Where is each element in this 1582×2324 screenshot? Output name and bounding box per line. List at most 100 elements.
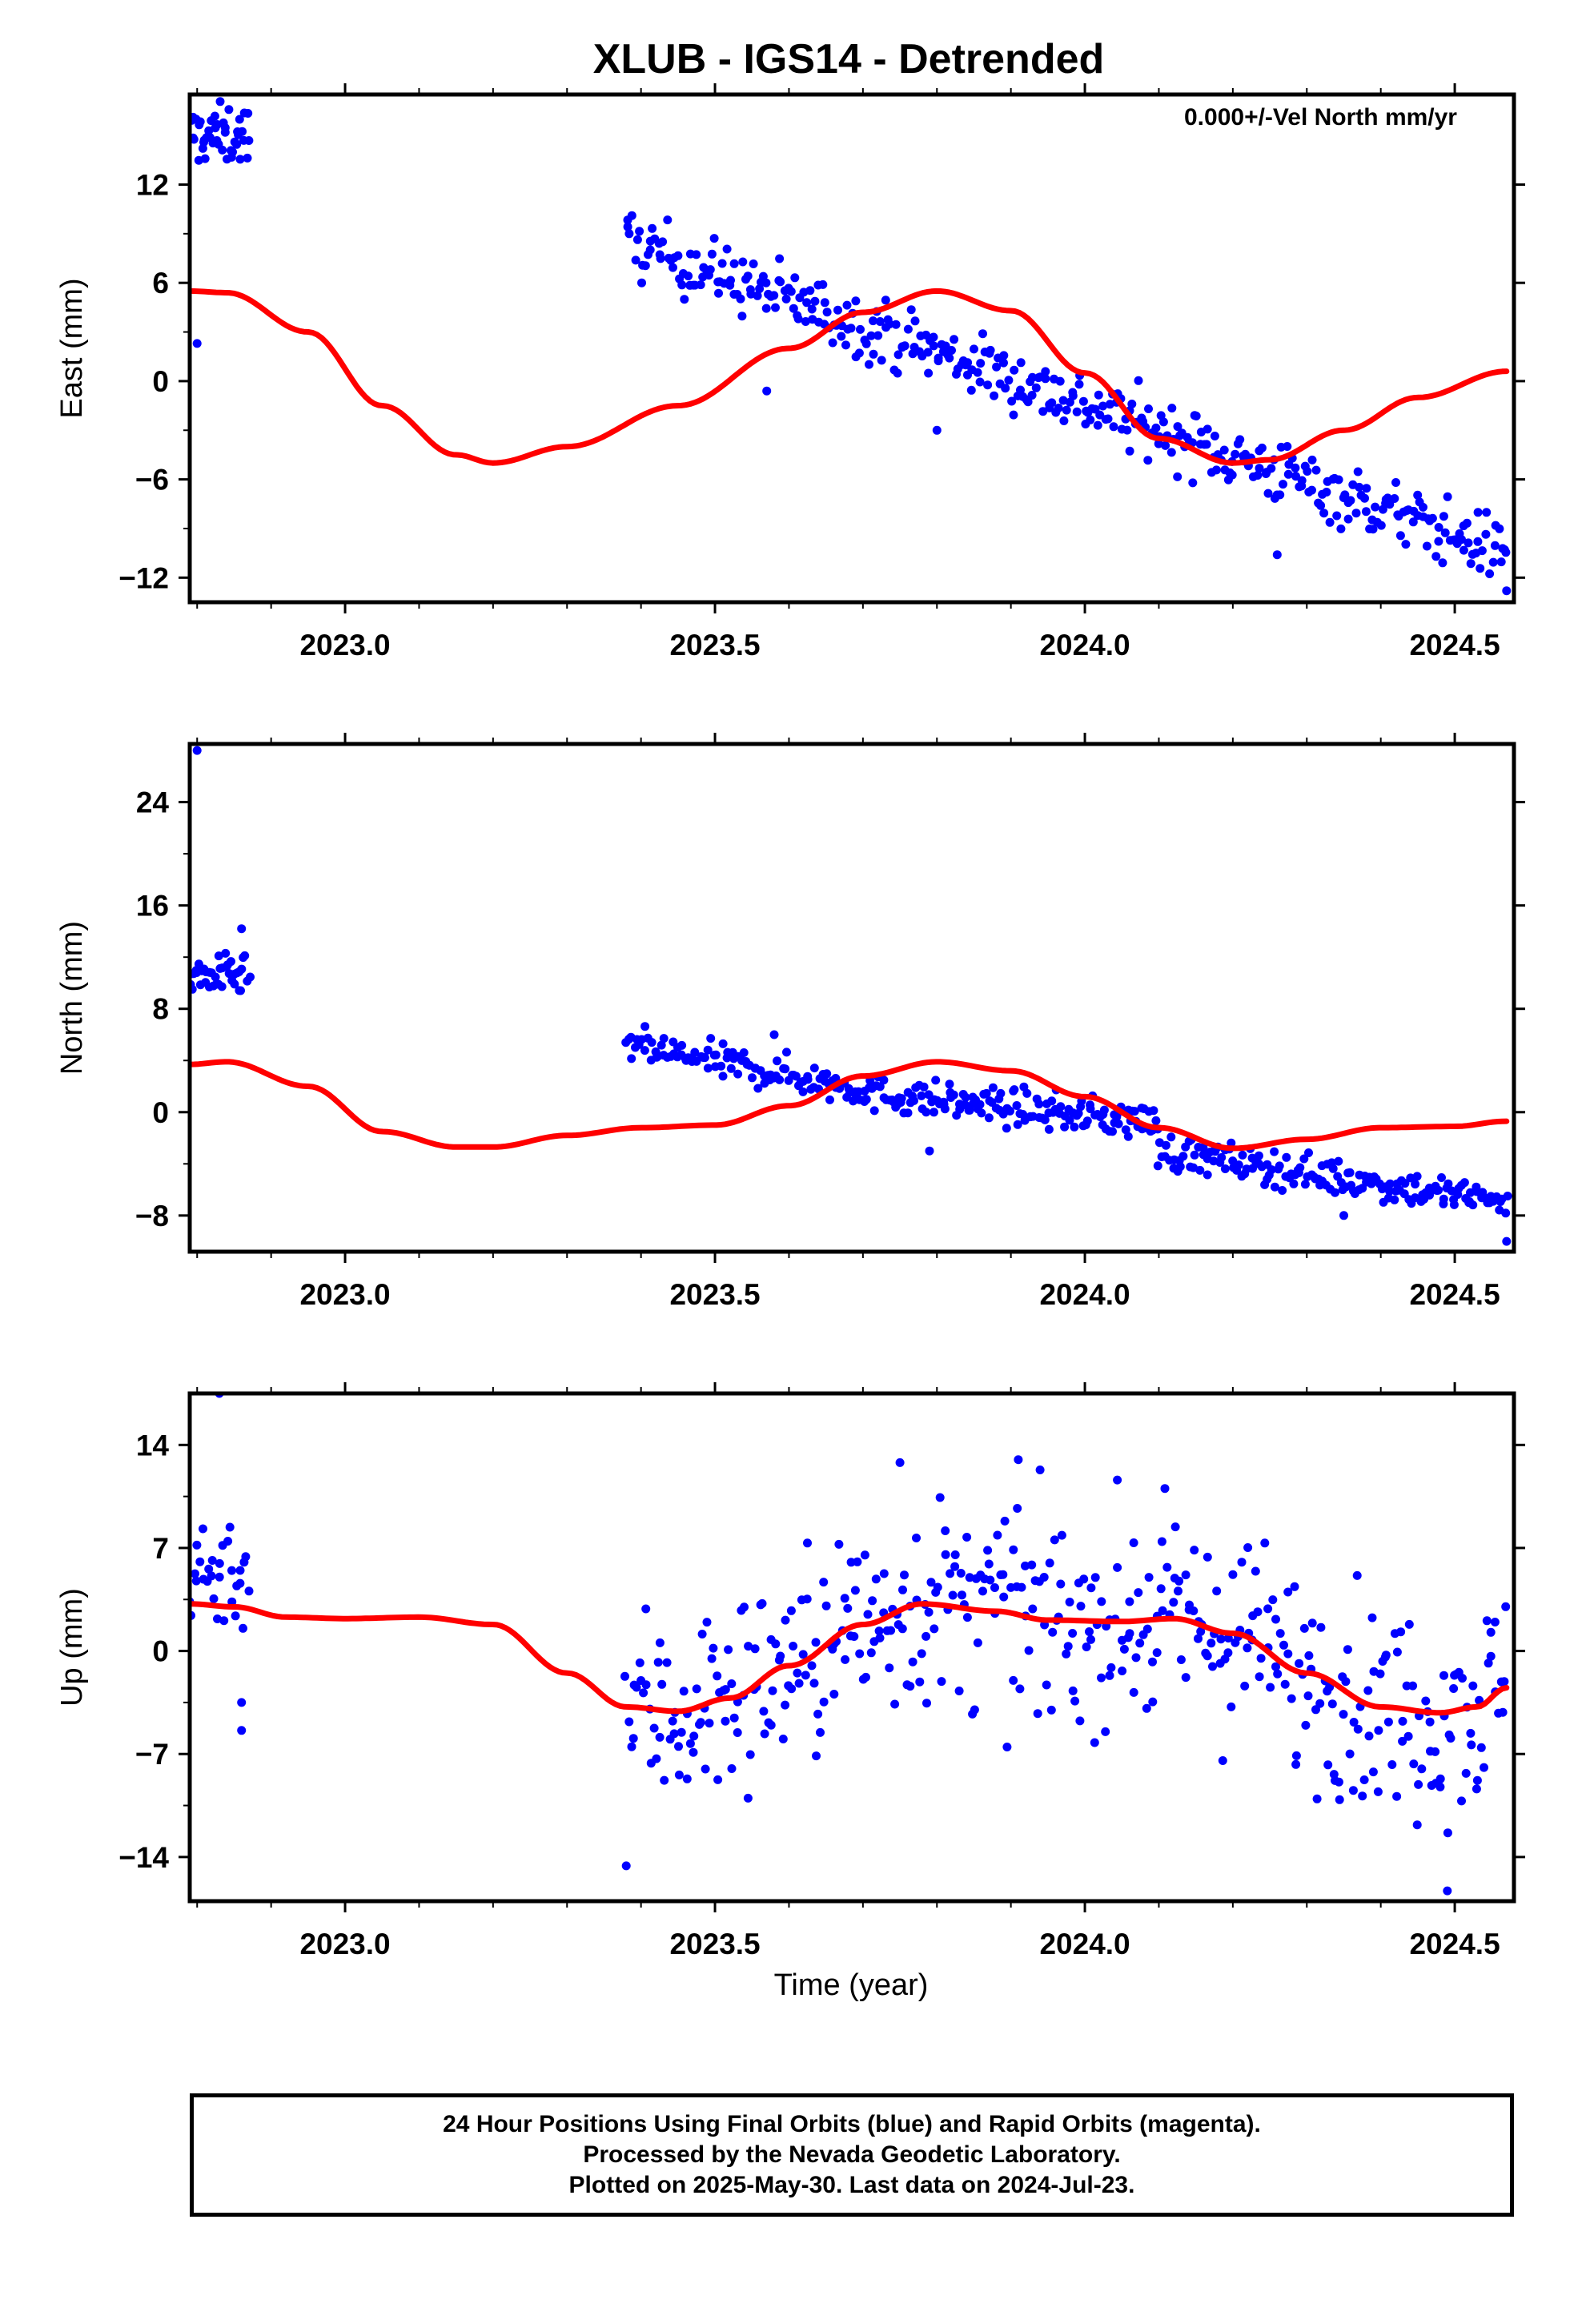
up-point: [235, 1578, 245, 1588]
north-point: [1121, 1125, 1130, 1135]
up-point: [1131, 1653, 1141, 1663]
east-point: [1154, 439, 1163, 448]
up-point: [1501, 1602, 1511, 1611]
north-xtick-label: 2024.5: [1409, 1278, 1500, 1311]
east-point: [1283, 442, 1292, 451]
up-point: [1181, 1673, 1191, 1683]
east-point: [235, 115, 244, 124]
north-frame: [187, 742, 1516, 1254]
north-data-points: [190, 746, 1512, 1246]
east-point: [1361, 507, 1371, 517]
east-ytick-label: 0: [152, 365, 169, 398]
east-point: [856, 324, 865, 334]
north-point: [1203, 1170, 1212, 1180]
east-point: [854, 348, 864, 358]
up-ytick-label: −14: [118, 1841, 169, 1874]
east-point: [891, 320, 901, 329]
up-point: [689, 1731, 699, 1741]
east-point: [1307, 455, 1317, 464]
east-point: [1353, 467, 1363, 476]
east-point: [1203, 424, 1212, 434]
up-point: [1291, 1759, 1301, 1769]
east-point: [1072, 407, 1082, 416]
up-point: [682, 1774, 692, 1783]
up-point: [1375, 1669, 1385, 1679]
east-point: [1360, 493, 1369, 503]
east-point: [846, 324, 856, 333]
north-point: [246, 972, 255, 982]
east-point: [738, 257, 748, 267]
east-point: [1093, 420, 1102, 430]
east-point: [1055, 376, 1065, 386]
east-point: [1062, 405, 1071, 415]
up-point: [1113, 1562, 1122, 1572]
east-point: [1068, 388, 1078, 397]
east-data-points: [190, 97, 1512, 596]
east-xtick-label: 2023.0: [299, 629, 390, 661]
up-point: [1253, 1607, 1263, 1617]
east-point: [966, 385, 976, 395]
east-point: [705, 265, 715, 275]
north-point: [822, 1069, 832, 1079]
north-point: [1334, 1156, 1343, 1166]
up-point: [1129, 1687, 1138, 1697]
up-point: [798, 1650, 808, 1659]
east-point: [1502, 586, 1512, 596]
east-point: [224, 105, 234, 115]
east-point: [1395, 531, 1405, 541]
up-point: [1383, 1717, 1393, 1727]
east-point: [818, 279, 828, 289]
east-point: [790, 273, 800, 283]
north-point: [1099, 1105, 1109, 1115]
east-point: [775, 254, 785, 263]
up-point: [1002, 1743, 1012, 1751]
up-point: [1304, 1651, 1314, 1660]
up-point: [850, 1586, 860, 1595]
up-point: [1435, 1782, 1445, 1791]
east-point: [910, 316, 920, 326]
east-point: [658, 237, 668, 247]
up-point: [1398, 1736, 1407, 1746]
north-point: [237, 924, 247, 934]
up-point: [875, 1633, 885, 1642]
east-point: [729, 259, 739, 268]
up-data-points: [190, 1393, 1511, 1896]
east-point: [1231, 449, 1240, 459]
up-point: [840, 1594, 849, 1603]
up-point: [1374, 1726, 1383, 1735]
north-point: [1006, 1106, 1014, 1116]
up-point: [692, 1684, 701, 1694]
up-point: [1287, 1694, 1296, 1703]
north-point: [753, 1084, 763, 1093]
up-point: [1500, 1677, 1509, 1687]
up-point: [1271, 1662, 1280, 1671]
east-point: [707, 249, 717, 259]
up-point: [231, 1611, 240, 1621]
up-ytick-label: −7: [135, 1738, 169, 1771]
north-point: [875, 1082, 885, 1092]
footer-line-1: 24 Hour Positions Using Final Orbits (bl…: [443, 2111, 1261, 2137]
north-point: [640, 1046, 649, 1055]
up-point: [702, 1618, 712, 1627]
up-point: [1417, 1764, 1427, 1774]
east-point: [645, 245, 655, 255]
up-point: [1097, 1673, 1106, 1683]
up-point: [685, 1739, 695, 1748]
up-point: [1203, 1552, 1212, 1562]
east-point: [900, 341, 909, 351]
up-point: [821, 1601, 831, 1610]
up-point: [868, 1596, 877, 1606]
up-point: [1490, 1618, 1500, 1626]
east-point: [1440, 528, 1450, 537]
up-point: [999, 1592, 1009, 1602]
up-point: [1148, 1697, 1158, 1707]
up-point: [816, 1727, 825, 1737]
north-point: [656, 1040, 666, 1050]
north-point: [1190, 1150, 1199, 1160]
north-point: [236, 986, 245, 995]
north-point: [1161, 1140, 1170, 1150]
up-point: [1345, 1749, 1355, 1759]
north-point: [690, 1047, 700, 1057]
up-point: [1486, 1651, 1496, 1661]
up-point: [829, 1690, 839, 1699]
